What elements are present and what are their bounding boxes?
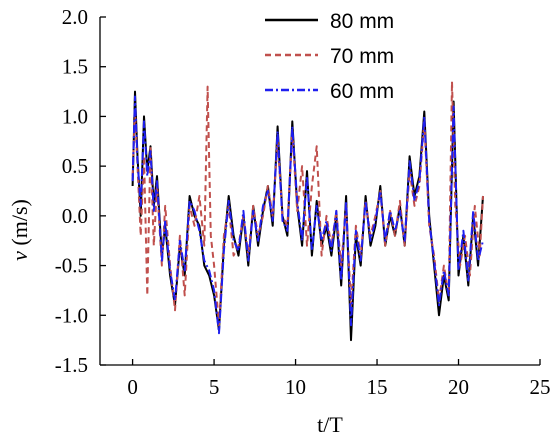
y-tick-label: -1.0 (55, 303, 88, 327)
series-line-60mm (131, 95, 484, 335)
series-line-80mm (131, 90, 484, 342)
legend-item-70mm: 70 mm (265, 45, 394, 68)
x-tick-label: 20 (448, 375, 469, 399)
x-ticks: 0 5 10 15 20 25 (127, 359, 550, 399)
legend-item-80mm: 80 mm (265, 10, 394, 33)
x-tick-label: 0 (127, 375, 138, 399)
y-ticks: 2.0 1.5 1.0 0.5 0.0 -0.5 -1.0 -1.5 (55, 5, 106, 377)
x-tick-label: 15 (367, 375, 388, 399)
x-tick-label: 25 (530, 375, 550, 399)
series-layer (131, 80, 484, 342)
x-tick-label: 10 (285, 375, 306, 399)
legend-item-60mm: 60 mm (265, 80, 394, 103)
y-axis-title-unit: (m/s) (7, 199, 32, 251)
y-tick-label: -0.5 (55, 254, 88, 278)
x-axis-title: t/T (317, 412, 343, 437)
y-tick-label: 1.5 (62, 55, 88, 79)
x-tick-label: 5 (209, 375, 220, 399)
legend-label-60mm: 60 mm (330, 80, 394, 103)
y-tick-label: 0.5 (62, 154, 88, 178)
legend-label-80mm: 80 mm (330, 10, 394, 33)
y-axis-title-symbol: v (7, 251, 32, 261)
y-axis-title: v (m/s) (7, 199, 32, 261)
plot-area: 0 5 10 15 20 25 2.0 1.5 1.0 0.5 0.0 -0.5 -1.0 -1.5 (55, 5, 550, 399)
y-tick-label: 2.0 (62, 5, 88, 29)
legend-label-70mm: 70 mm (330, 45, 394, 68)
legend: 80 mm 70 mm 60 mm (265, 10, 394, 103)
y-tick-label: 1.0 (62, 104, 88, 128)
y-tick-label: -1.5 (55, 353, 88, 377)
series-line-70mm (131, 80, 484, 327)
y-tick-label: 0.0 (62, 204, 88, 228)
